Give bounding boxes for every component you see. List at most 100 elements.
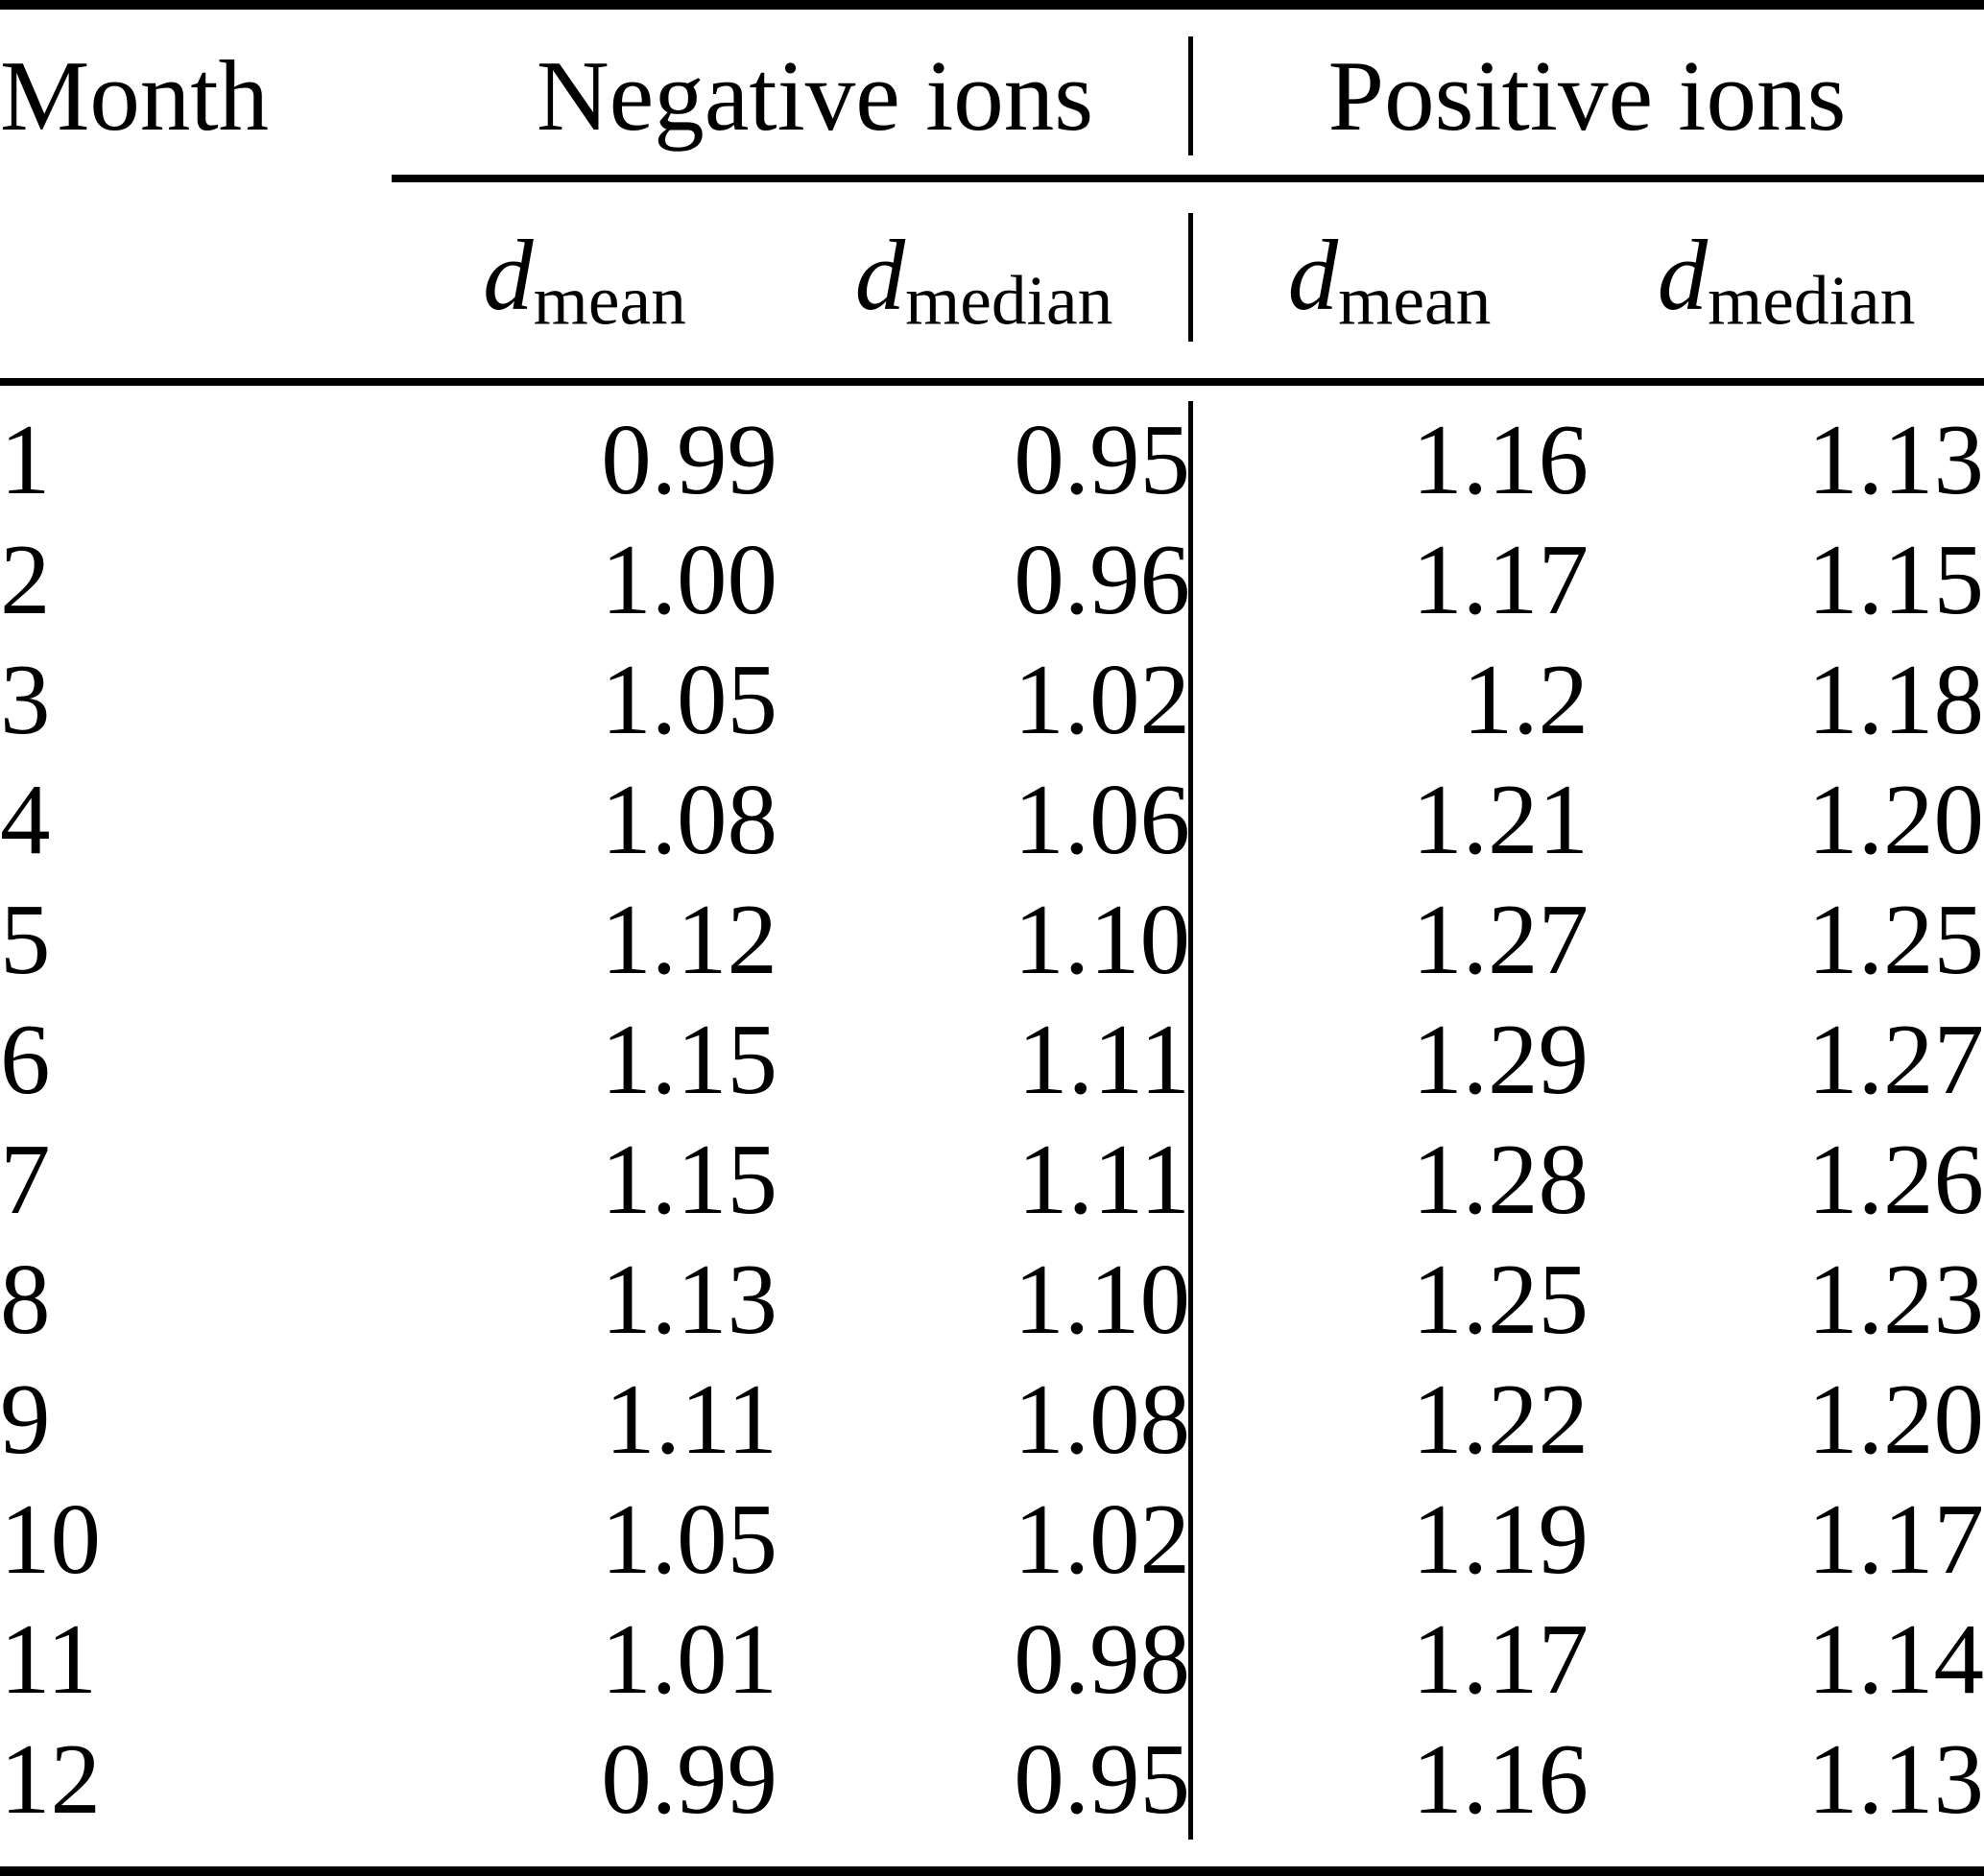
cmidrule xyxy=(392,175,1984,182)
cell-month: 8 xyxy=(0,1243,51,1355)
cell-neg-dmean: 1.08 xyxy=(601,763,777,875)
cell-neg-dmedian: 1.10 xyxy=(1014,1243,1190,1355)
cell-pos-dmedian: 1.20 xyxy=(1807,763,1984,875)
table-row: 10 1.05 1.02 1.19 1.17 xyxy=(0,1479,1984,1599)
cell-month: 3 xyxy=(0,643,51,755)
cell-neg-dmedian: 1.02 xyxy=(1014,1483,1190,1595)
cell-pos-dmean: 1.27 xyxy=(1412,883,1589,995)
cell-pos-dmean: 1.17 xyxy=(1412,523,1589,635)
cell-neg-dmean: 1.05 xyxy=(601,1483,777,1595)
d-symbol: d xyxy=(1287,219,1339,332)
cell-neg-dmedian: 1.11 xyxy=(1017,1123,1190,1235)
cell-month: 5 xyxy=(0,883,51,995)
cell-neg-dmedian: 0.96 xyxy=(1014,523,1190,635)
cell-neg-dmean: 1.05 xyxy=(601,643,777,755)
cell-pos-dmean: 1.2 xyxy=(1462,643,1589,755)
table-row: 9 1.11 1.08 1.22 1.20 xyxy=(0,1359,1984,1479)
d-subscript: median xyxy=(905,261,1113,340)
d-subscript: mean xyxy=(1338,261,1492,340)
cell-month: 7 xyxy=(0,1123,51,1235)
cell-neg-dmean: 1.11 xyxy=(605,1363,777,1475)
cell-neg-dmedian: 0.98 xyxy=(1014,1603,1190,1715)
cell-pos-dmean: 1.25 xyxy=(1412,1243,1589,1355)
cell-neg-dmean: 1.00 xyxy=(601,523,777,635)
sub-header-neg-dmedian: dmedian xyxy=(777,182,1190,378)
midrule xyxy=(0,378,1984,386)
cell-pos-dmedian: 1.20 xyxy=(1807,1363,1984,1475)
table-row: 7 1.15 1.11 1.28 1.26 xyxy=(0,1119,1984,1239)
cell-neg-dmean: 1.13 xyxy=(601,1243,777,1355)
group-header-positive-ions: Positive ions xyxy=(1327,38,1847,152)
table-row: 4 1.08 1.06 1.21 1.20 xyxy=(0,759,1984,879)
spacer-row xyxy=(0,386,1984,399)
cell-pos-dmedian: 1.26 xyxy=(1807,1123,1984,1235)
table-header: Month Negative ions Positive ions dmean … xyxy=(0,10,1984,399)
table-row: 2 1.00 0.96 1.17 1.15 xyxy=(0,519,1984,639)
cell-neg-dmedian: 1.06 xyxy=(1014,763,1190,875)
cell-neg-dmean: 1.01 xyxy=(601,1603,777,1715)
d-subscript: median xyxy=(1708,261,1916,340)
d-symbol: d xyxy=(483,219,534,332)
cell-neg-dmean: 1.15 xyxy=(601,1003,777,1115)
cell-pos-dmean: 1.21 xyxy=(1412,763,1589,875)
table-row: 12 0.99 0.95 1.16 1.13 xyxy=(0,1719,1984,1839)
cell-pos-dmedian: 1.14 xyxy=(1807,1603,1984,1715)
cell-month: 11 xyxy=(0,1603,98,1715)
cell-month: 2 xyxy=(0,523,51,635)
d-symbol: d xyxy=(1657,219,1709,332)
midrule-row xyxy=(0,378,1984,386)
cell-pos-dmedian: 1.23 xyxy=(1807,1243,1984,1355)
cell-neg-dmedian: 1.11 xyxy=(1017,1003,1190,1115)
cell-neg-dmean: 1.15 xyxy=(601,1123,777,1235)
cell-pos-dmedian: 1.25 xyxy=(1807,883,1984,995)
cell-neg-dmedian: 1.10 xyxy=(1014,883,1190,995)
cell-neg-dmean: 0.99 xyxy=(601,403,777,515)
cell-month: 1 xyxy=(0,403,51,515)
sub-header-row: dmean dmedian dmean dmedian xyxy=(0,182,1984,378)
cell-pos-dmean: 1.17 xyxy=(1412,1603,1589,1715)
d-symbol: d xyxy=(854,219,906,332)
group-header-row: Month Negative ions Positive ions xyxy=(0,10,1984,175)
table-body: 1 0.99 0.95 1.16 1.13 2 1.00 0.96 1.17 1… xyxy=(0,399,1984,1839)
table-row: 1 0.99 0.95 1.16 1.13 xyxy=(0,399,1984,519)
cell-neg-dmean: 1.12 xyxy=(601,883,777,995)
column-divider-header xyxy=(1188,36,1193,155)
table-row: 3 1.05 1.02 1.2 1.18 xyxy=(0,639,1984,759)
cell-neg-dmedian: 1.08 xyxy=(1014,1363,1190,1475)
d-subscript: mean xyxy=(533,261,686,340)
cell-pos-dmedian: 1.18 xyxy=(1807,643,1984,755)
cell-neg-dmedian: 0.95 xyxy=(1014,403,1190,515)
column-header-month: Month xyxy=(0,38,270,152)
table-row: 11 1.01 0.98 1.17 1.14 xyxy=(0,1599,1984,1719)
sub-header-neg-dmean: dmean xyxy=(392,182,777,378)
cell-pos-dmean: 1.19 xyxy=(1412,1483,1589,1595)
cell-pos-dmedian: 1.13 xyxy=(1807,1722,1984,1835)
cmidrule-gap xyxy=(0,175,392,182)
group-header-negative-ions: Negative ions xyxy=(536,38,1094,152)
cell-neg-dmedian: 1.02 xyxy=(1014,643,1190,755)
cmidrule-row xyxy=(0,175,1984,182)
cell-month: 10 xyxy=(0,1483,101,1595)
cell-neg-dmedian: 0.95 xyxy=(1014,1722,1190,1835)
data-table: Month Negative ions Positive ions dmean … xyxy=(0,10,1984,1839)
table-row: 5 1.12 1.10 1.27 1.25 xyxy=(0,879,1984,999)
cell-pos-dmean: 1.28 xyxy=(1412,1123,1589,1235)
sub-header-pos-dmedian: dmedian xyxy=(1589,182,1984,378)
table-row: 8 1.13 1.10 1.25 1.23 xyxy=(0,1239,1984,1359)
sub-header-pos-dmean: dmean xyxy=(1190,182,1589,378)
spacer xyxy=(0,386,1984,399)
column-divider-body xyxy=(1188,401,1193,1840)
column-divider-subheader xyxy=(1188,213,1193,342)
table-bottom-rule xyxy=(0,1866,1984,1876)
cell-pos-dmean: 1.16 xyxy=(1412,403,1589,515)
cell-neg-dmean: 0.99 xyxy=(601,1722,777,1835)
cell-pos-dmedian: 1.15 xyxy=(1807,523,1984,635)
cell-pos-dmean: 1.16 xyxy=(1412,1722,1589,1835)
cell-month: 6 xyxy=(0,1003,51,1115)
cell-month: 4 xyxy=(0,763,51,875)
cell-pos-dmean: 1.22 xyxy=(1412,1363,1589,1475)
table-top-rule xyxy=(0,0,1984,10)
cell-pos-dmean: 1.29 xyxy=(1412,1003,1589,1115)
cell-month: 12 xyxy=(0,1722,101,1835)
